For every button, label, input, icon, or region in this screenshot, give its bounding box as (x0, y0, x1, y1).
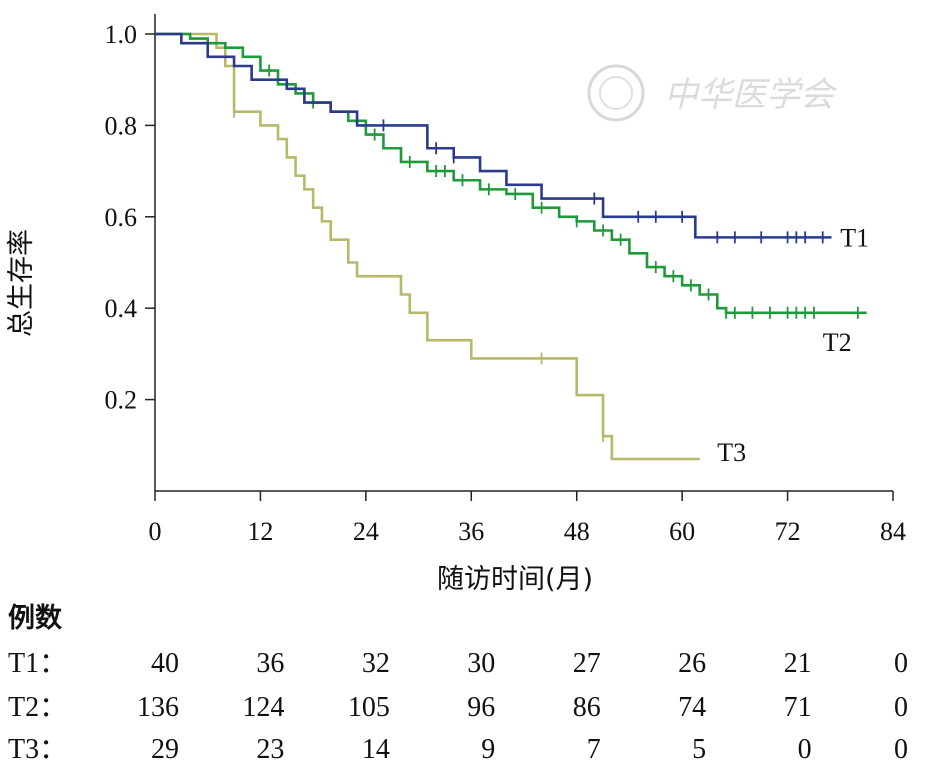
risk-cell: 30 (467, 648, 495, 679)
risk-cell: 14 (362, 734, 390, 761)
y-tick-label: 1.0 (105, 20, 138, 49)
x-tick-label: 48 (564, 517, 590, 546)
series-layer (155, 32, 867, 461)
series-label-t1: T1 (840, 223, 869, 252)
risk-cell: 29 (151, 734, 179, 761)
survival-curve-t3 (155, 32, 700, 461)
series-t3 (155, 32, 700, 461)
risk-row-label: T3： (8, 734, 67, 761)
x-tick-label: 60 (669, 517, 695, 546)
x-tick-label: 12 (247, 517, 273, 546)
risk-cell: 27 (573, 648, 601, 679)
y-ticks: 0.2 0.4 0.6 0.8 1.0 (105, 20, 155, 415)
risk-row-label: T1： (8, 648, 67, 679)
risk-cell: 86 (573, 692, 601, 723)
risk-table-title: 例数 (8, 603, 63, 634)
y-tick-label: 0.2 (105, 386, 138, 415)
risk-cell: 0 (894, 648, 908, 679)
watermark: 中华医学会 (587, 64, 838, 122)
risk-row: T1： 40 36 32 30 27 26 21 0 (8, 648, 908, 679)
x-tick-label: 36 (458, 517, 484, 546)
risk-cell: 23 (256, 734, 284, 761)
x-axis-title: 随访时间(月) (437, 564, 593, 595)
x-tick-label: 0 (149, 517, 162, 546)
risk-cell: 32 (362, 648, 390, 679)
y-tick-label: 0.4 (105, 294, 138, 323)
x-tick-label: 24 (353, 517, 379, 546)
risk-cell: 40 (151, 648, 179, 679)
series-label-t2: T2 (823, 328, 852, 357)
series-labels: T1 T2 T3 (717, 223, 869, 467)
x-tick-label: 84 (880, 517, 906, 546)
y-tick-label: 0.8 (105, 111, 138, 140)
y-tick-label: 0.6 (105, 203, 138, 232)
watermark-seal-icon (587, 64, 645, 122)
x-tick-label: 72 (775, 517, 801, 546)
y-axis-title: 总生存率 (6, 229, 37, 337)
risk-cell: 36 (256, 648, 284, 679)
watermark-seal-inner-icon (599, 76, 633, 110)
risk-cell: 0 (894, 734, 908, 761)
survival-curve-t1 (155, 32, 832, 239)
series-t2 (155, 32, 867, 319)
risk-row-label: T2： (8, 692, 67, 723)
risk-cell: 21 (784, 648, 812, 679)
risk-cell: 0 (798, 734, 812, 761)
risk-cell: 124 (242, 692, 284, 723)
risk-cell: 71 (784, 692, 812, 723)
risk-cell: 0 (894, 692, 908, 723)
survival-curve-t2 (155, 32, 867, 315)
risk-cell: 26 (678, 648, 706, 679)
risk-table: T1： 40 36 32 30 27 26 21 0T2： 136 124 105 96 86 74 71 0T… (8, 648, 908, 761)
risk-cell: 7 (587, 734, 601, 761)
x-ticks: 0 12 24 36 48 60 72 84 (149, 491, 906, 546)
risk-row: T2： 136 124 105 96 86 74 71 0 (8, 692, 908, 723)
series-t1 (155, 32, 832, 244)
risk-cell: 74 (678, 692, 706, 723)
risk-cell: 9 (481, 734, 495, 761)
risk-cell: 136 (137, 692, 179, 723)
series-label-t3: T3 (717, 438, 746, 467)
risk-cell: 96 (467, 692, 495, 723)
risk-row: T3： 29 23 14 9 7 5 0 0 (8, 734, 908, 761)
risk-cell: 5 (692, 734, 706, 761)
axes: 0.2 0.4 0.6 0.8 1.0 0 12 24 36 48 60 72 84 (105, 14, 906, 546)
risk-cell: 105 (348, 692, 390, 723)
watermark-text: 中华医学会 (664, 75, 838, 115)
